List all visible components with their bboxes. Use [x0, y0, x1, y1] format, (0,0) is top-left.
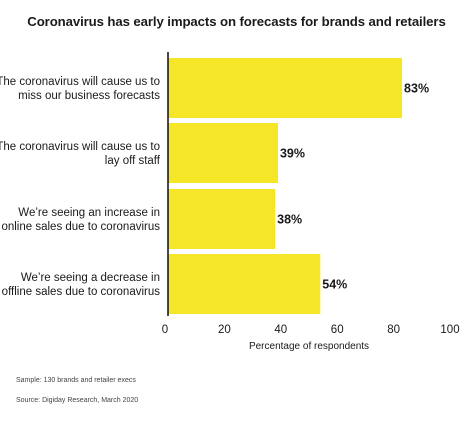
- category-label: The coronavirus will cause us to lay off …: [0, 141, 161, 167]
- x-tick-label: 0: [162, 324, 168, 336]
- value-label: 83%: [404, 82, 429, 96]
- sample-footnote: Sample: 130 brands and retailer execs: [16, 377, 136, 384]
- x-tick-label: 100: [440, 324, 459, 336]
- x-tick-label: 60: [331, 324, 344, 336]
- bar: [168, 58, 403, 118]
- value-label: 54%: [322, 278, 347, 292]
- chart-title: Coronavirus has early impacts on forecas…: [27, 14, 446, 29]
- category-label: We’re seeing an increase in online sales …: [1, 207, 160, 233]
- x-tick-label: 80: [387, 324, 400, 336]
- bar: [168, 254, 321, 314]
- value-label: 38%: [277, 213, 302, 227]
- x-tick-label: 40: [274, 324, 287, 336]
- value-label: 39%: [280, 147, 305, 161]
- x-tick-label: 20: [218, 324, 231, 336]
- category-label: We’re seeing a decrease in offline sales …: [2, 272, 161, 298]
- x-axis-title: Percentage of respondents: [249, 341, 369, 352]
- bar: [168, 189, 276, 249]
- category-label: The coronavirus will cause us to miss our…: [0, 76, 160, 102]
- source-footnote: Source: Digiday Research, March 2020: [16, 397, 139, 404]
- bar: [168, 123, 278, 183]
